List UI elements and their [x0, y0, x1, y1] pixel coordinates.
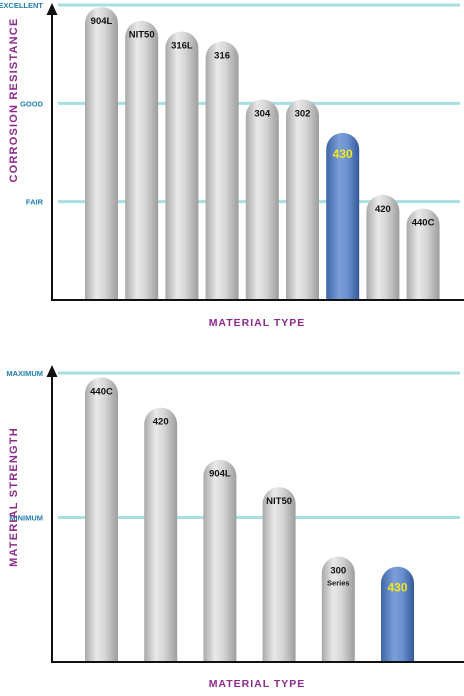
bar-label-nit50: NIT50	[266, 496, 292, 507]
bar-label-430: 430	[333, 147, 353, 161]
bar-label-316l: 316L	[171, 41, 193, 52]
bar-420	[144, 407, 178, 662]
level-label-fair: FAIR	[26, 198, 44, 207]
bar-nit50	[262, 487, 296, 662]
bar-nit50	[125, 20, 159, 300]
bar-440c	[406, 208, 440, 300]
y-axis-arrow-icon	[46, 365, 58, 377]
bar-420	[366, 194, 400, 300]
bar-316	[205, 41, 239, 301]
bar-430	[381, 566, 414, 662]
corrosion-resistance-chart: EXCELLENT GOOD FAIR 904L NIT50 316L 316 304 302…	[0, 0, 464, 340]
bar-316l	[165, 31, 199, 301]
bar-label-440c: 440C	[90, 386, 113, 397]
x-axis-title: MATERIAL TYPE	[209, 317, 306, 329]
bar-label-904l: 904L	[209, 469, 231, 480]
bar-304	[245, 99, 279, 300]
level-label-excellent: EXCELLENT	[0, 1, 43, 10]
bar-label-904l: 904L	[91, 16, 113, 27]
bar-904l	[203, 459, 237, 662]
bar-label-420: 420	[153, 417, 169, 428]
bar-430	[326, 132, 360, 300]
bar-label-420: 420	[375, 204, 391, 215]
bar-label-302: 302	[295, 108, 311, 119]
level-label-minimum: MINIMUM	[9, 514, 43, 523]
level-label-maximum: MAXIMUM	[6, 369, 43, 378]
bar-label-440c: 440C	[412, 218, 435, 229]
x-axis-title: MATERIAL TYPE	[209, 678, 306, 690]
bar-label-304: 304	[254, 108, 271, 119]
material-strength-chart: MAXIMUM MINIMUM 440C 420 904L NIT50 300 Series…	[0, 362, 464, 691]
bar-302	[286, 99, 319, 300]
strength-chart-svg: MAXIMUM MINIMUM 440C 420 904L NIT50 300 Series…	[6, 365, 464, 690]
y-axis-title: MATERIAL STRENGTH	[8, 427, 20, 567]
bar-label-316: 316	[214, 50, 230, 61]
level-label-good: GOOD	[20, 99, 44, 108]
y-axis-title: CORROSION RESISTANCE	[8, 18, 20, 183]
bar-300	[321, 556, 355, 662]
bar-440c	[85, 377, 118, 662]
bar-label-300: 300	[330, 566, 346, 577]
bar-label-nit50: NIT50	[129, 30, 155, 41]
bar-904l	[85, 6, 118, 300]
bar-label-430: 430	[387, 581, 407, 595]
bar-sublabel-300: Series	[327, 579, 350, 588]
corrosion-chart-svg: EXCELLENT GOOD FAIR 904L NIT50 316L 316 304 302…	[0, 1, 464, 329]
y-axis-arrow-icon	[46, 3, 58, 15]
